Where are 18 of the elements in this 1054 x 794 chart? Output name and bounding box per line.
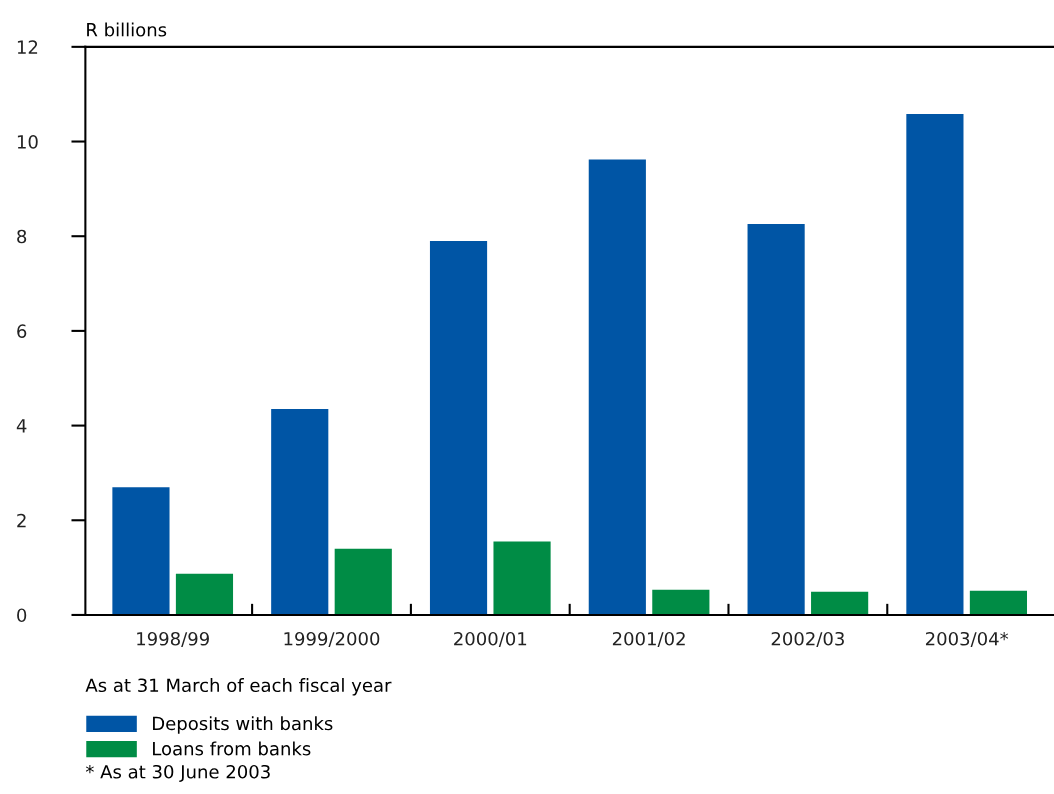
y-tick-label: 6 xyxy=(17,324,27,339)
text: * As at 30 June 2003 xyxy=(85,764,270,782)
legend-label: Deposits with banks xyxy=(153,716,333,734)
y-tick-label: 12 xyxy=(17,40,38,54)
x-tick-label: 2000/01 xyxy=(454,631,527,648)
legend-label: Loans from banks xyxy=(153,741,311,756)
text: As at 31 March of each fiscal year xyxy=(85,678,392,696)
y-tick-label: 2 xyxy=(17,513,26,528)
y-tick-label: 8 xyxy=(17,229,27,244)
y-axis-title: R billions xyxy=(87,22,167,37)
y-tick-label: 0 xyxy=(17,608,27,623)
y-tick-label: 10 xyxy=(17,134,38,149)
x-tick-label: 1999/2000 xyxy=(284,631,380,648)
x-tick-label: 2001/02 xyxy=(612,631,685,648)
x-tick-label: 2003/04* xyxy=(925,631,1009,648)
x-tick-label: 2002/03 xyxy=(771,631,844,648)
y-tick-label: 4 xyxy=(16,419,27,433)
x-tick-label: 1998/99 xyxy=(137,631,209,648)
